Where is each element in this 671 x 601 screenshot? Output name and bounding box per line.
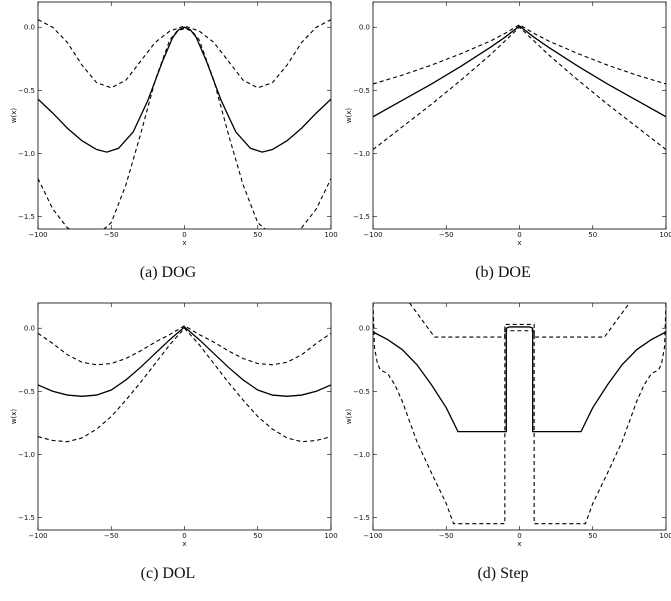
x-tick-label: 50 bbox=[588, 231, 597, 239]
y-tick-label: −0.5 bbox=[353, 87, 370, 95]
panel-doe: −100 −50 0 50 100 0.0 −0.5 −1.0 −1.5 x w(x) (b) DO… bbox=[335, 0, 671, 300]
x-tick-label: −100 bbox=[363, 532, 382, 540]
x-tick-label: 50 bbox=[253, 231, 262, 239]
x-axis-label: x bbox=[517, 540, 521, 548]
x-tick-label: 50 bbox=[588, 532, 597, 540]
series-line-3-dashed bbox=[373, 26, 666, 150]
y-axis-label: w(x) bbox=[10, 108, 18, 124]
series-group bbox=[38, 325, 331, 443]
series-group bbox=[373, 303, 666, 525]
y-tick-label: −1.0 bbox=[18, 451, 35, 459]
x-axis-label: x bbox=[182, 540, 186, 548]
y-axis-label: w(x) bbox=[10, 409, 18, 425]
y-tick-label: 0.0 bbox=[24, 24, 35, 32]
y-tick-label: −1.5 bbox=[18, 213, 35, 221]
chart-step: −100 −50 0 50 100 0.0 −0.5 −1.0 −1.5 x w(x) bbox=[345, 302, 671, 548]
series-line-1-solid bbox=[38, 26, 331, 153]
x-tick-label: 0 bbox=[517, 231, 521, 239]
plot-frame bbox=[37, 1, 332, 230]
x-tick-label: 0 bbox=[182, 532, 186, 540]
x-tick-label: 100 bbox=[659, 532, 671, 540]
x-tick-label: −50 bbox=[439, 231, 454, 239]
x-tick-label: 100 bbox=[324, 532, 337, 540]
chart-dog: −100 −50 0 50 100 0.0 −0.5 −1.0 −1.5 x w(x) bbox=[10, 1, 338, 247]
panel-dol: −100 −50 0 50 100 0.0 −0.5 −1.0 −1.5 x w(x) (c) DO… bbox=[0, 301, 338, 601]
series-line-1-solid bbox=[373, 25, 666, 118]
x-tick-label: −100 bbox=[28, 231, 47, 239]
x-tick-label: −100 bbox=[28, 532, 47, 540]
x-tick-label: −50 bbox=[439, 532, 454, 540]
x-tick-label: 0 bbox=[182, 231, 186, 239]
x-tick-label: 50 bbox=[253, 532, 262, 540]
series-line-3-dashed bbox=[38, 27, 331, 229]
y-tick-label: 0.0 bbox=[359, 325, 370, 333]
caption-step: (d) Step bbox=[477, 565, 529, 582]
y-tick-label: 0.0 bbox=[359, 24, 370, 32]
series-line-1-solid bbox=[38, 326, 331, 397]
panel-step: −100 −50 0 50 100 0.0 −0.5 −1.0 −1.5 x w(x) (d) St… bbox=[335, 301, 671, 601]
chart-dol: −100 −50 0 50 100 0.0 −0.5 −1.0 −1.5 x w(x) bbox=[10, 302, 338, 548]
y-axis-label: w(x) bbox=[345, 409, 353, 425]
series-line-1-solid bbox=[373, 326, 666, 433]
y-tick-label: −0.5 bbox=[18, 87, 35, 95]
x-axis-label: x bbox=[182, 239, 186, 247]
x-tick-label: 100 bbox=[324, 231, 337, 239]
y-axis-label: w(x) bbox=[345, 108, 353, 124]
series-group bbox=[373, 24, 666, 150]
caption-doe: (b) DOE bbox=[475, 264, 531, 281]
chart-doe: −100 −50 0 50 100 0.0 −0.5 −1.0 −1.5 x w(x) bbox=[345, 1, 671, 247]
series-group bbox=[38, 19, 331, 229]
y-tick-label: −1.5 bbox=[18, 514, 35, 522]
series-line-2-dashed bbox=[38, 19, 331, 89]
series-line-3-dashed bbox=[373, 303, 666, 525]
x-tick-label: 0 bbox=[517, 532, 521, 540]
series-line-2-dashed bbox=[373, 24, 666, 85]
y-tick-label: −0.5 bbox=[353, 388, 370, 396]
y-tick-label: −0.5 bbox=[18, 388, 35, 396]
x-tick-label: −50 bbox=[104, 231, 119, 239]
caption-dol: (c) DOL bbox=[140, 565, 196, 582]
x-tick-label: 100 bbox=[659, 231, 671, 239]
series-line-3-dashed bbox=[38, 327, 331, 443]
series-line-2-dashed bbox=[38, 325, 331, 366]
panel-dog: −100 −50 0 50 100 0.0 −0.5 −1.0 −1.5 x w(x) (a) DO… bbox=[0, 0, 338, 300]
caption-dog: (a) DOG bbox=[139, 264, 197, 281]
y-tick-label: 0.0 bbox=[24, 325, 35, 333]
series-line-2-dashed bbox=[409, 303, 630, 338]
y-tick-label: −1.0 bbox=[18, 150, 35, 158]
y-tick-label: −1.0 bbox=[353, 150, 370, 158]
plot-frame bbox=[37, 302, 332, 531]
y-tick-label: −1.5 bbox=[353, 514, 370, 522]
plot-frame bbox=[372, 302, 667, 531]
plot-frame bbox=[372, 1, 667, 230]
x-axis-label: x bbox=[517, 239, 521, 247]
y-tick-label: −1.0 bbox=[353, 451, 370, 459]
y-tick-label: −1.5 bbox=[353, 213, 370, 221]
x-tick-label: −100 bbox=[363, 231, 382, 239]
x-tick-label: −50 bbox=[104, 532, 119, 540]
